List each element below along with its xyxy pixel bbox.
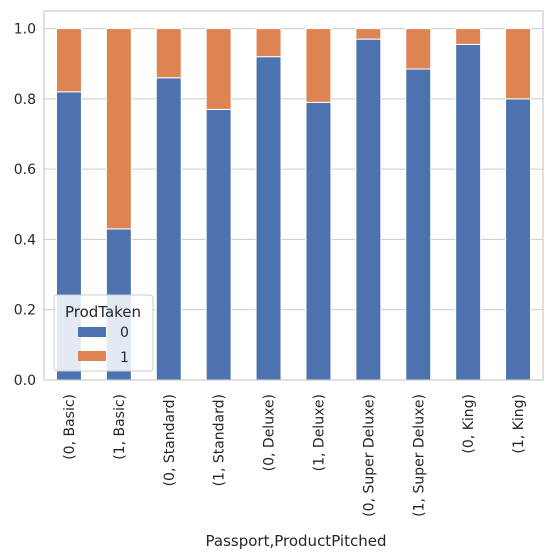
- bar-series-0-7: [405, 68, 432, 381]
- bar-series-0-5: [305, 101, 332, 381]
- x-tick-label: (0, King): [461, 394, 477, 454]
- x-tick-label: (1, Basic): [112, 394, 128, 460]
- x-tick-label: (1, King): [511, 394, 527, 454]
- x-tick-label: (1, Standard): [212, 394, 228, 486]
- bar-series-0-2: [155, 77, 182, 381]
- y-tick-labels: 0.0 0.2 0.4 0.6 0.8 1.0: [14, 22, 36, 389]
- x-tick-labels: (0, Basic) (1, Basic) (0, Standard) (1, Sta…: [62, 394, 527, 517]
- x-tick-label: (0, Standard): [162, 394, 178, 486]
- x-tick-label: (1, Super Deluxe): [411, 394, 427, 517]
- bar-series-1-5: [305, 28, 332, 103]
- y-tick-label: 0.2: [14, 303, 36, 319]
- legend-title: ProdTaken: [65, 303, 141, 321]
- x-tick-label: (0, Deluxe): [262, 394, 278, 471]
- legend: ProdTaken 0 1: [53, 294, 154, 372]
- x-tick-label: (0, Super Deluxe): [361, 394, 377, 517]
- bar-series-1-1: [105, 28, 132, 230]
- y-tick-label: 0.6: [14, 162, 36, 178]
- x-tick-label: (1, Deluxe): [311, 394, 327, 471]
- legend-swatch-1: [78, 351, 106, 361]
- plot-frame: [43, 10, 544, 381]
- legend-label-1: 1: [120, 350, 129, 366]
- x-tick-label: (0, Basic): [62, 394, 78, 460]
- bar-series-1-6: [355, 28, 382, 40]
- bar-series-0-9: [505, 98, 532, 381]
- bar-series-1-2: [155, 28, 182, 79]
- bar-series-0-6: [355, 38, 382, 381]
- bar-series-0-3: [205, 108, 232, 381]
- legend-label-0: 0: [120, 325, 129, 341]
- y-tick-label: 0.0: [14, 373, 36, 389]
- bar-series-1-4: [255, 28, 282, 58]
- bar-series-1-9: [505, 28, 532, 100]
- y-tick-label: 0.8: [14, 92, 36, 108]
- bar-series-0-8: [455, 43, 482, 381]
- bar-series-1-0: [55, 28, 82, 93]
- bar-series-1-3: [205, 28, 232, 110]
- bar-series-1-8: [455, 28, 482, 45]
- y-tick-label: 0.4: [14, 232, 36, 248]
- y-tick-label: 1.0: [14, 22, 36, 38]
- bar-series-0-4: [255, 56, 282, 381]
- bar-series-1-7: [405, 28, 432, 70]
- legend-swatch-0: [78, 327, 106, 337]
- x-axis-label: Passport,ProductPitched: [206, 532, 387, 550]
- bars: [55, 28, 532, 381]
